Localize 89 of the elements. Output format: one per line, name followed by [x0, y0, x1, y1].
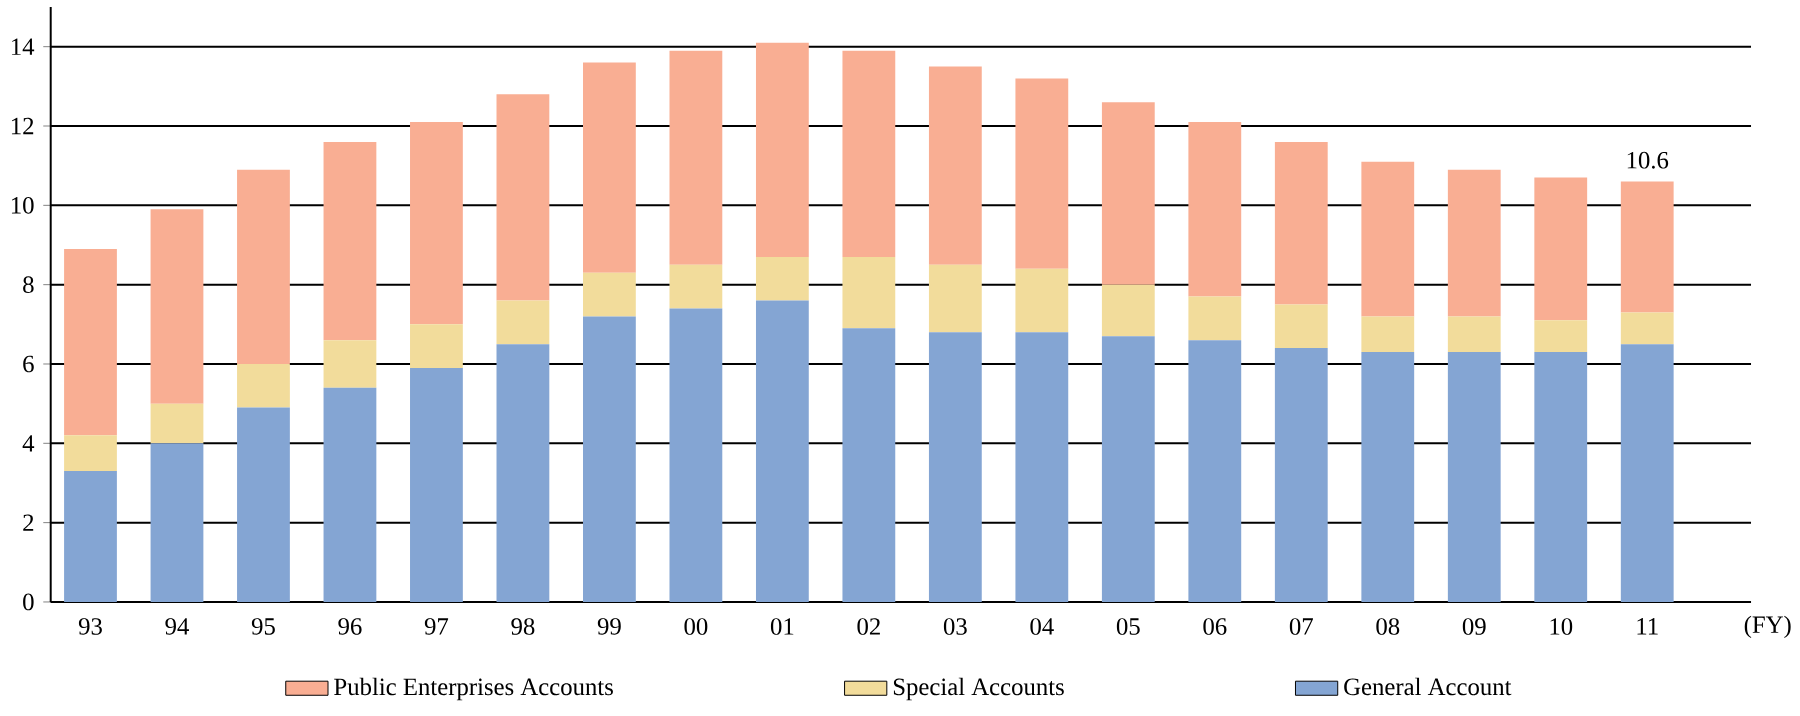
bar	[1101, 284, 1155, 337]
x-axis-title: (FY)	[1744, 615, 1791, 639]
x-tick-label: 09	[1462, 618, 1486, 635]
bar	[323, 141, 377, 341]
x-tick-label: 97	[424, 618, 449, 635]
bar	[928, 66, 982, 265]
bar	[755, 256, 809, 301]
y-tick-label: 14	[11, 38, 35, 55]
x-tick-label: 11	[1637, 618, 1658, 635]
legend-label: Public Enterprises Accounts	[334, 677, 613, 701]
bar	[669, 50, 723, 265]
y-tick-label: 2	[23, 514, 34, 531]
x-tick-label: 04	[1030, 618, 1054, 635]
bar	[842, 256, 896, 329]
bar	[755, 42, 809, 257]
bar	[1620, 344, 1674, 602]
bar	[237, 407, 290, 602]
bar	[1534, 320, 1588, 353]
x-tick-label: 00	[684, 618, 708, 635]
bar	[928, 264, 982, 333]
y-tick-label: 4	[22, 435, 35, 452]
x-tick-label: 01	[770, 618, 794, 635]
y-tick-label: 10	[11, 196, 34, 214]
x-tick-label: 02	[857, 618, 880, 635]
x-tick-label: 96	[338, 618, 362, 635]
y-tick-label: 8	[23, 276, 34, 293]
bar	[1274, 348, 1328, 602]
legend-label: General Account	[1344, 677, 1512, 696]
bar	[583, 272, 636, 317]
bar	[1447, 316, 1501, 353]
x-tick-label: 93	[78, 618, 102, 635]
bar	[150, 443, 204, 602]
legend-label: Special Accounts	[893, 677, 1064, 701]
bar	[410, 324, 463, 368]
bar	[1274, 141, 1328, 305]
bar	[1620, 181, 1674, 313]
bar	[583, 316, 636, 602]
y-tick-label: 12	[11, 117, 34, 135]
y-tick-label: 6	[23, 355, 34, 373]
bar	[1015, 332, 1069, 602]
bar	[1361, 316, 1415, 353]
bar	[1361, 352, 1415, 602]
bar	[669, 264, 723, 309]
bar	[323, 340, 377, 388]
bar	[1015, 268, 1069, 333]
bar	[1361, 161, 1415, 317]
bar	[323, 387, 377, 602]
bar	[410, 122, 463, 325]
x-tick-label: 98	[511, 618, 535, 635]
x-tick-label: 10	[1550, 618, 1573, 635]
bar	[1101, 336, 1155, 602]
bar	[64, 471, 117, 602]
bar	[64, 435, 117, 472]
x-tick-label: 94	[165, 618, 189, 635]
bar	[1447, 352, 1501, 602]
bar	[755, 300, 809, 602]
x-tick-label: 08	[1376, 618, 1400, 635]
y-tick-label: 0	[23, 593, 34, 611]
annotation: 10.6	[1627, 151, 1669, 169]
bar	[150, 209, 204, 404]
x-tick-label: 06	[1203, 618, 1227, 635]
x-tick-label: 99	[597, 618, 621, 635]
bar	[583, 62, 636, 273]
bar	[1188, 340, 1242, 602]
bar	[1101, 102, 1155, 285]
x-tick-label: 07	[1289, 618, 1313, 635]
bar	[237, 363, 290, 408]
bar	[150, 403, 204, 444]
bar	[1534, 177, 1588, 321]
x-tick-label: 03	[943, 618, 967, 635]
bar	[1274, 304, 1328, 349]
bar	[496, 300, 550, 345]
bar	[928, 332, 982, 602]
bar	[1188, 296, 1242, 341]
bar	[842, 328, 896, 602]
bar	[1534, 352, 1588, 602]
x-tick-label: 95	[251, 618, 275, 635]
bar	[1015, 78, 1069, 269]
bar	[237, 169, 290, 364]
bar	[842, 50, 896, 257]
bar	[1188, 122, 1242, 297]
bar	[410, 367, 463, 602]
bar	[64, 248, 117, 436]
bar	[669, 308, 723, 602]
bar	[496, 94, 550, 301]
bar	[496, 344, 550, 602]
x-tick-label: 05	[1116, 618, 1140, 635]
bar	[1620, 312, 1674, 345]
bar	[1447, 169, 1501, 317]
